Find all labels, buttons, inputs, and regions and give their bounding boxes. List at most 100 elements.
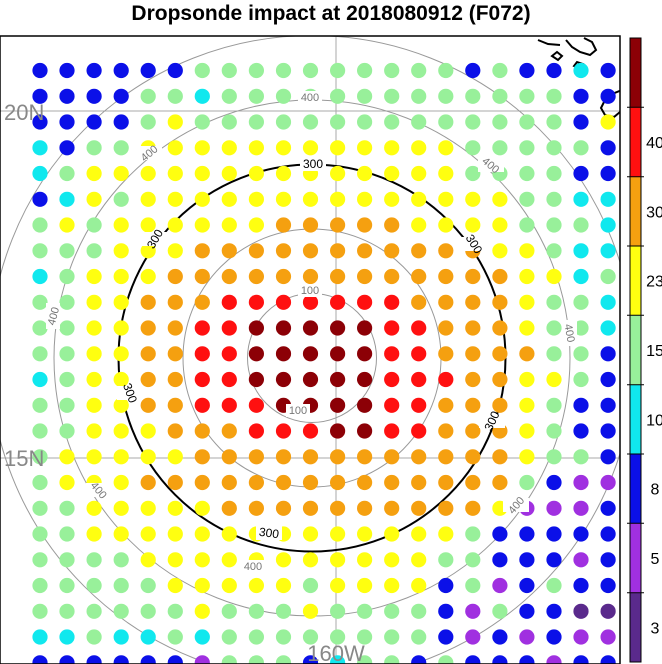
impact-dot [221, 371, 237, 388]
impact-dot [194, 165, 210, 182]
impact-dot [438, 346, 454, 362]
impact-dot [384, 346, 400, 362]
colorbar-bin [630, 176, 641, 246]
impact-dot [275, 474, 292, 491]
impact-dot [194, 552, 210, 568]
impact-dot [113, 346, 129, 362]
impact-dot [546, 217, 562, 233]
impact-dot [59, 294, 75, 310]
impact-dot [32, 552, 48, 568]
impact-dot [411, 474, 427, 491]
impact-dot [32, 603, 48, 619]
impact-dot [167, 217, 183, 233]
impact-dot [167, 371, 183, 388]
impact-dot [113, 629, 129, 645]
impact-dot [248, 371, 264, 388]
impact-dot [519, 191, 535, 207]
impact-dot [438, 243, 454, 259]
impact-dot [438, 526, 454, 542]
impact-dot [32, 655, 48, 664]
impact-dot [248, 268, 264, 285]
lon-label-160w: 160W [307, 641, 365, 664]
impact-dot [140, 423, 156, 439]
impact-dot [411, 217, 427, 233]
impact-dot [384, 423, 400, 439]
map-frame [0, 35, 621, 664]
ring-label-left: 400 [46, 306, 62, 327]
impact-dot [302, 294, 319, 310]
impact-dot [194, 62, 210, 79]
impact-dot [465, 114, 481, 130]
impact-dot [32, 397, 48, 413]
impact-dot [248, 62, 264, 79]
impact-dot [221, 165, 237, 182]
impact-dot [302, 552, 319, 568]
impact-dot [221, 577, 237, 594]
impact-dot [86, 423, 102, 439]
impact-dot [302, 655, 319, 664]
impact-dot [357, 474, 373, 491]
impact-dot [384, 217, 400, 233]
impact-dot [221, 140, 237, 156]
impact-dot [140, 526, 156, 542]
colorbar-frame [629, 37, 642, 663]
impact-dot [384, 655, 400, 664]
impact-dot [546, 294, 562, 310]
impact-dot [330, 500, 346, 516]
impact-dot [357, 371, 373, 388]
impact-dot [194, 603, 210, 619]
impact-dot [275, 500, 292, 516]
impact-dot [546, 191, 562, 207]
impact-dot [113, 191, 129, 207]
impact-dot [248, 500, 264, 516]
impact-dot [221, 268, 237, 285]
impact-dot [140, 629, 156, 645]
impact-dot [275, 88, 292, 104]
impact-dot [113, 577, 129, 594]
impact-dot [519, 526, 535, 542]
impact-dot [357, 423, 373, 439]
impact-dot [573, 629, 589, 645]
impact-dot [330, 165, 346, 182]
impact-dot [275, 140, 292, 156]
impact-dot [573, 500, 589, 516]
impact-dot [302, 474, 319, 491]
impact-dot [465, 603, 481, 619]
impact-dot [32, 449, 48, 465]
impact-dot [384, 449, 400, 465]
impact-dot [86, 62, 102, 79]
impact-dot [438, 320, 454, 336]
impact-dot [492, 268, 508, 285]
impact-dot [573, 243, 589, 259]
impact-dot [384, 114, 400, 130]
impact-dot [519, 346, 535, 362]
impact-dot [167, 629, 183, 645]
impact-dot [275, 552, 292, 568]
impact-dot [465, 552, 481, 568]
impact-dot [492, 603, 508, 619]
impact-dot [519, 165, 535, 182]
impact-dot [140, 577, 156, 594]
impact-dot [519, 577, 535, 594]
impact-dot [221, 603, 237, 619]
colorbar-tick-label: 5 [651, 551, 660, 568]
impact-dot [357, 397, 373, 413]
impact-dot [32, 294, 48, 310]
impact-dot [465, 140, 481, 156]
impact-dot [221, 114, 237, 130]
impact-dot [438, 577, 454, 594]
impact-dot [59, 603, 75, 619]
impact-dot [194, 526, 210, 542]
impact-dot [32, 140, 48, 156]
impact-dot [248, 577, 264, 594]
impact-dot [411, 655, 427, 664]
impact-dot [140, 191, 156, 207]
impact-dot [194, 294, 210, 310]
impact-dot [546, 165, 562, 182]
impact-dot [357, 552, 373, 568]
impact-dot [384, 62, 400, 79]
impact-dot [438, 500, 454, 516]
impact-dot [248, 603, 264, 619]
impact-dot [86, 629, 102, 645]
